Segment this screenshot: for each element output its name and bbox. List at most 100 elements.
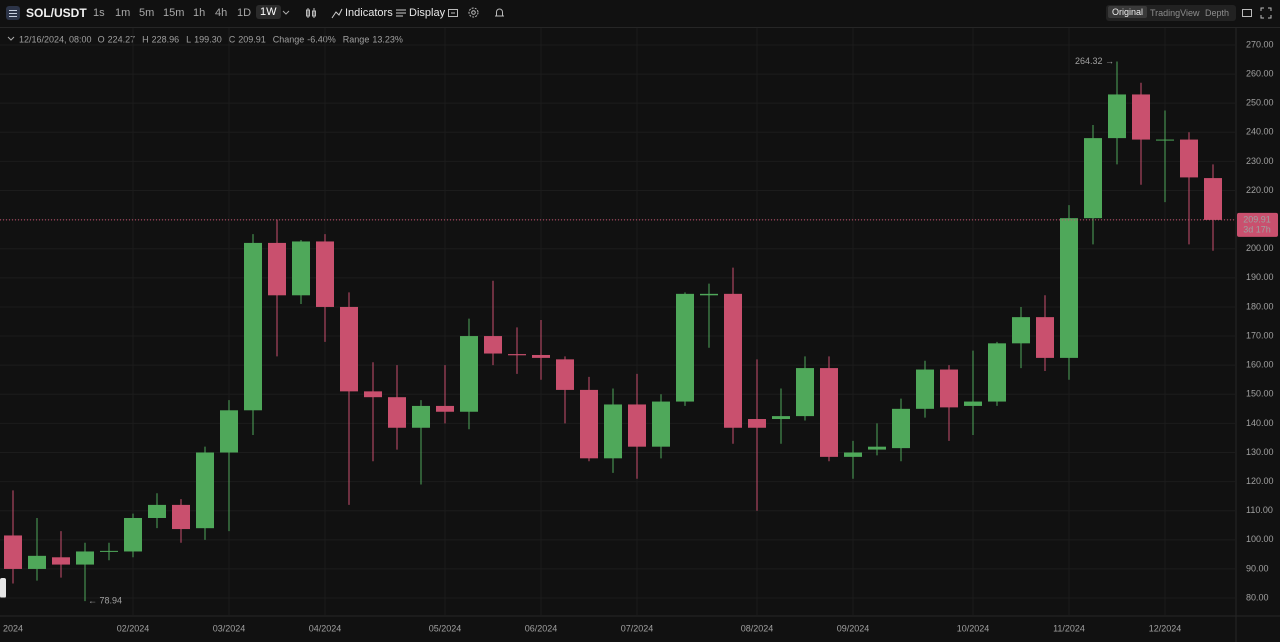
y-tick-label: 110.00 xyxy=(1246,505,1273,515)
candle-body xyxy=(604,404,622,459)
y-tick-label: 90.00 xyxy=(1246,563,1269,573)
candle-body xyxy=(1204,178,1222,220)
candle-body xyxy=(1108,94,1126,139)
y-tick-label: 240.00 xyxy=(1246,127,1274,137)
interval-active[interactable]: 1W xyxy=(256,5,281,19)
ohlc-info: Change xyxy=(273,34,305,44)
interval[interactable]: 1s xyxy=(93,7,105,19)
candle-body xyxy=(1180,139,1198,178)
y-tick-label: 170.00 xyxy=(1246,330,1274,340)
candle-body xyxy=(532,354,550,358)
alert-icon[interactable] xyxy=(493,6,506,19)
candle-body xyxy=(412,405,430,428)
ohlc-info: 13.23% xyxy=(372,34,403,44)
indicators-icon[interactable] xyxy=(331,7,343,19)
candle-body xyxy=(988,343,1006,402)
interval[interactable]: 15m xyxy=(163,7,185,19)
candle-body xyxy=(676,293,694,402)
min-label: ← 78.94 xyxy=(88,596,122,606)
template-icon[interactable] xyxy=(447,7,459,19)
y-tick-label: 100.00 xyxy=(1246,534,1274,544)
y-tick-label: 230.00 xyxy=(1246,156,1274,166)
display-icon[interactable] xyxy=(395,7,407,19)
candle-body xyxy=(460,336,478,412)
candle-body xyxy=(940,369,958,408)
ohlc-info: 12/16/2024, 08:00 xyxy=(19,34,92,44)
candle-body xyxy=(1036,317,1054,358)
fullscreen-icon[interactable] xyxy=(1260,7,1272,19)
view-option[interactable]: Depth xyxy=(1205,8,1230,18)
candle-body xyxy=(1156,139,1174,141)
candle-body xyxy=(580,389,598,459)
candle-body xyxy=(268,242,286,296)
interval[interactable]: 1h xyxy=(193,7,206,19)
indicators-button[interactable]: Indicators xyxy=(345,7,393,19)
x-tick-label: 12/2024 xyxy=(1149,623,1182,633)
chevron[interactable] xyxy=(282,9,290,17)
candle-body xyxy=(28,555,46,569)
candle-body xyxy=(748,419,766,428)
y-tick-label: 160.00 xyxy=(1246,360,1274,370)
interval[interactable]: 1D xyxy=(237,7,252,19)
x-tick-label: 11/2024 xyxy=(1053,623,1085,633)
candle-body xyxy=(724,293,742,428)
view-option[interactable]: Original xyxy=(1108,6,1148,18)
y-tick-label: 220.00 xyxy=(1246,185,1274,195)
y-tick-label: 130.00 xyxy=(1246,447,1274,457)
x-tick-label: 06/2024 xyxy=(525,623,558,633)
x-tick-label: 10/2024 xyxy=(957,623,990,633)
candle-body xyxy=(244,242,262,411)
candle-body xyxy=(388,397,406,428)
ohlc-info: C xyxy=(229,34,236,44)
toolbar: SOL/USDT 1s 1m 5m 15m 1h 4h 1D 1W Indica… xyxy=(0,0,1280,28)
x-tick-label: 03/2024 xyxy=(213,623,246,633)
ohlc-info: 199.30 xyxy=(194,34,222,44)
interval[interactable]: 4h xyxy=(215,7,228,19)
candle-body xyxy=(76,551,94,565)
candle-body xyxy=(340,306,358,392)
y-tick-label: 150.00 xyxy=(1246,389,1274,399)
x-tick-label: 02/2024 xyxy=(117,623,150,633)
layout-icon[interactable] xyxy=(1241,7,1253,19)
x-tick-label: 08/2024 xyxy=(741,623,774,633)
candle-body xyxy=(916,369,934,409)
collapse-icon[interactable] xyxy=(7,36,15,41)
y-tick-label: 190.00 xyxy=(1246,272,1274,282)
candle-body xyxy=(652,401,670,447)
y-tick-label: 120.00 xyxy=(1246,476,1274,486)
candle-body xyxy=(100,550,118,552)
settings-icon[interactable] xyxy=(467,6,480,19)
ohlc-info: Range xyxy=(343,34,370,44)
display-button[interactable]: Display xyxy=(409,7,446,19)
x-tick-label: 05/2024 xyxy=(429,623,462,633)
ohlc-info: 224.27 xyxy=(108,34,136,44)
ohlc-info: 209.91 xyxy=(238,34,266,44)
menu-button[interactable] xyxy=(6,6,20,20)
candle-body xyxy=(964,401,982,406)
candle-body xyxy=(892,408,910,449)
ohlc-info: L xyxy=(186,34,191,44)
candle-body xyxy=(172,504,190,530)
candle-body xyxy=(700,293,718,296)
x-tick-label: 07/2024 xyxy=(621,623,654,633)
chart-type-icon[interactable] xyxy=(305,7,317,19)
candle-body xyxy=(316,241,334,307)
ohlc-info: O xyxy=(98,34,105,44)
side-handle[interactable] xyxy=(0,578,6,598)
candle-body xyxy=(148,504,166,518)
candle-body xyxy=(220,410,238,453)
ohlc-info: -6.40% xyxy=(307,34,336,44)
interval[interactable]: 1m xyxy=(115,7,131,19)
candle-body xyxy=(364,391,382,398)
symbol[interactable]: SOL/USDT xyxy=(26,6,87,20)
y-tick-label: 200.00 xyxy=(1246,243,1274,253)
ohlc-info: H xyxy=(142,34,149,44)
chart: 12/16/2024, 08:00 O 224.27 H 228.96 L 199.30 C 2… xyxy=(0,28,1280,642)
interval[interactable]: 5m xyxy=(139,7,155,19)
x-tick-label: 09/2024 xyxy=(837,623,870,633)
candle-body xyxy=(820,368,838,457)
y-tick-label: 80.00 xyxy=(1246,592,1269,602)
view-option[interactable]: TradingView xyxy=(1150,8,1200,18)
candle-body xyxy=(124,517,142,552)
